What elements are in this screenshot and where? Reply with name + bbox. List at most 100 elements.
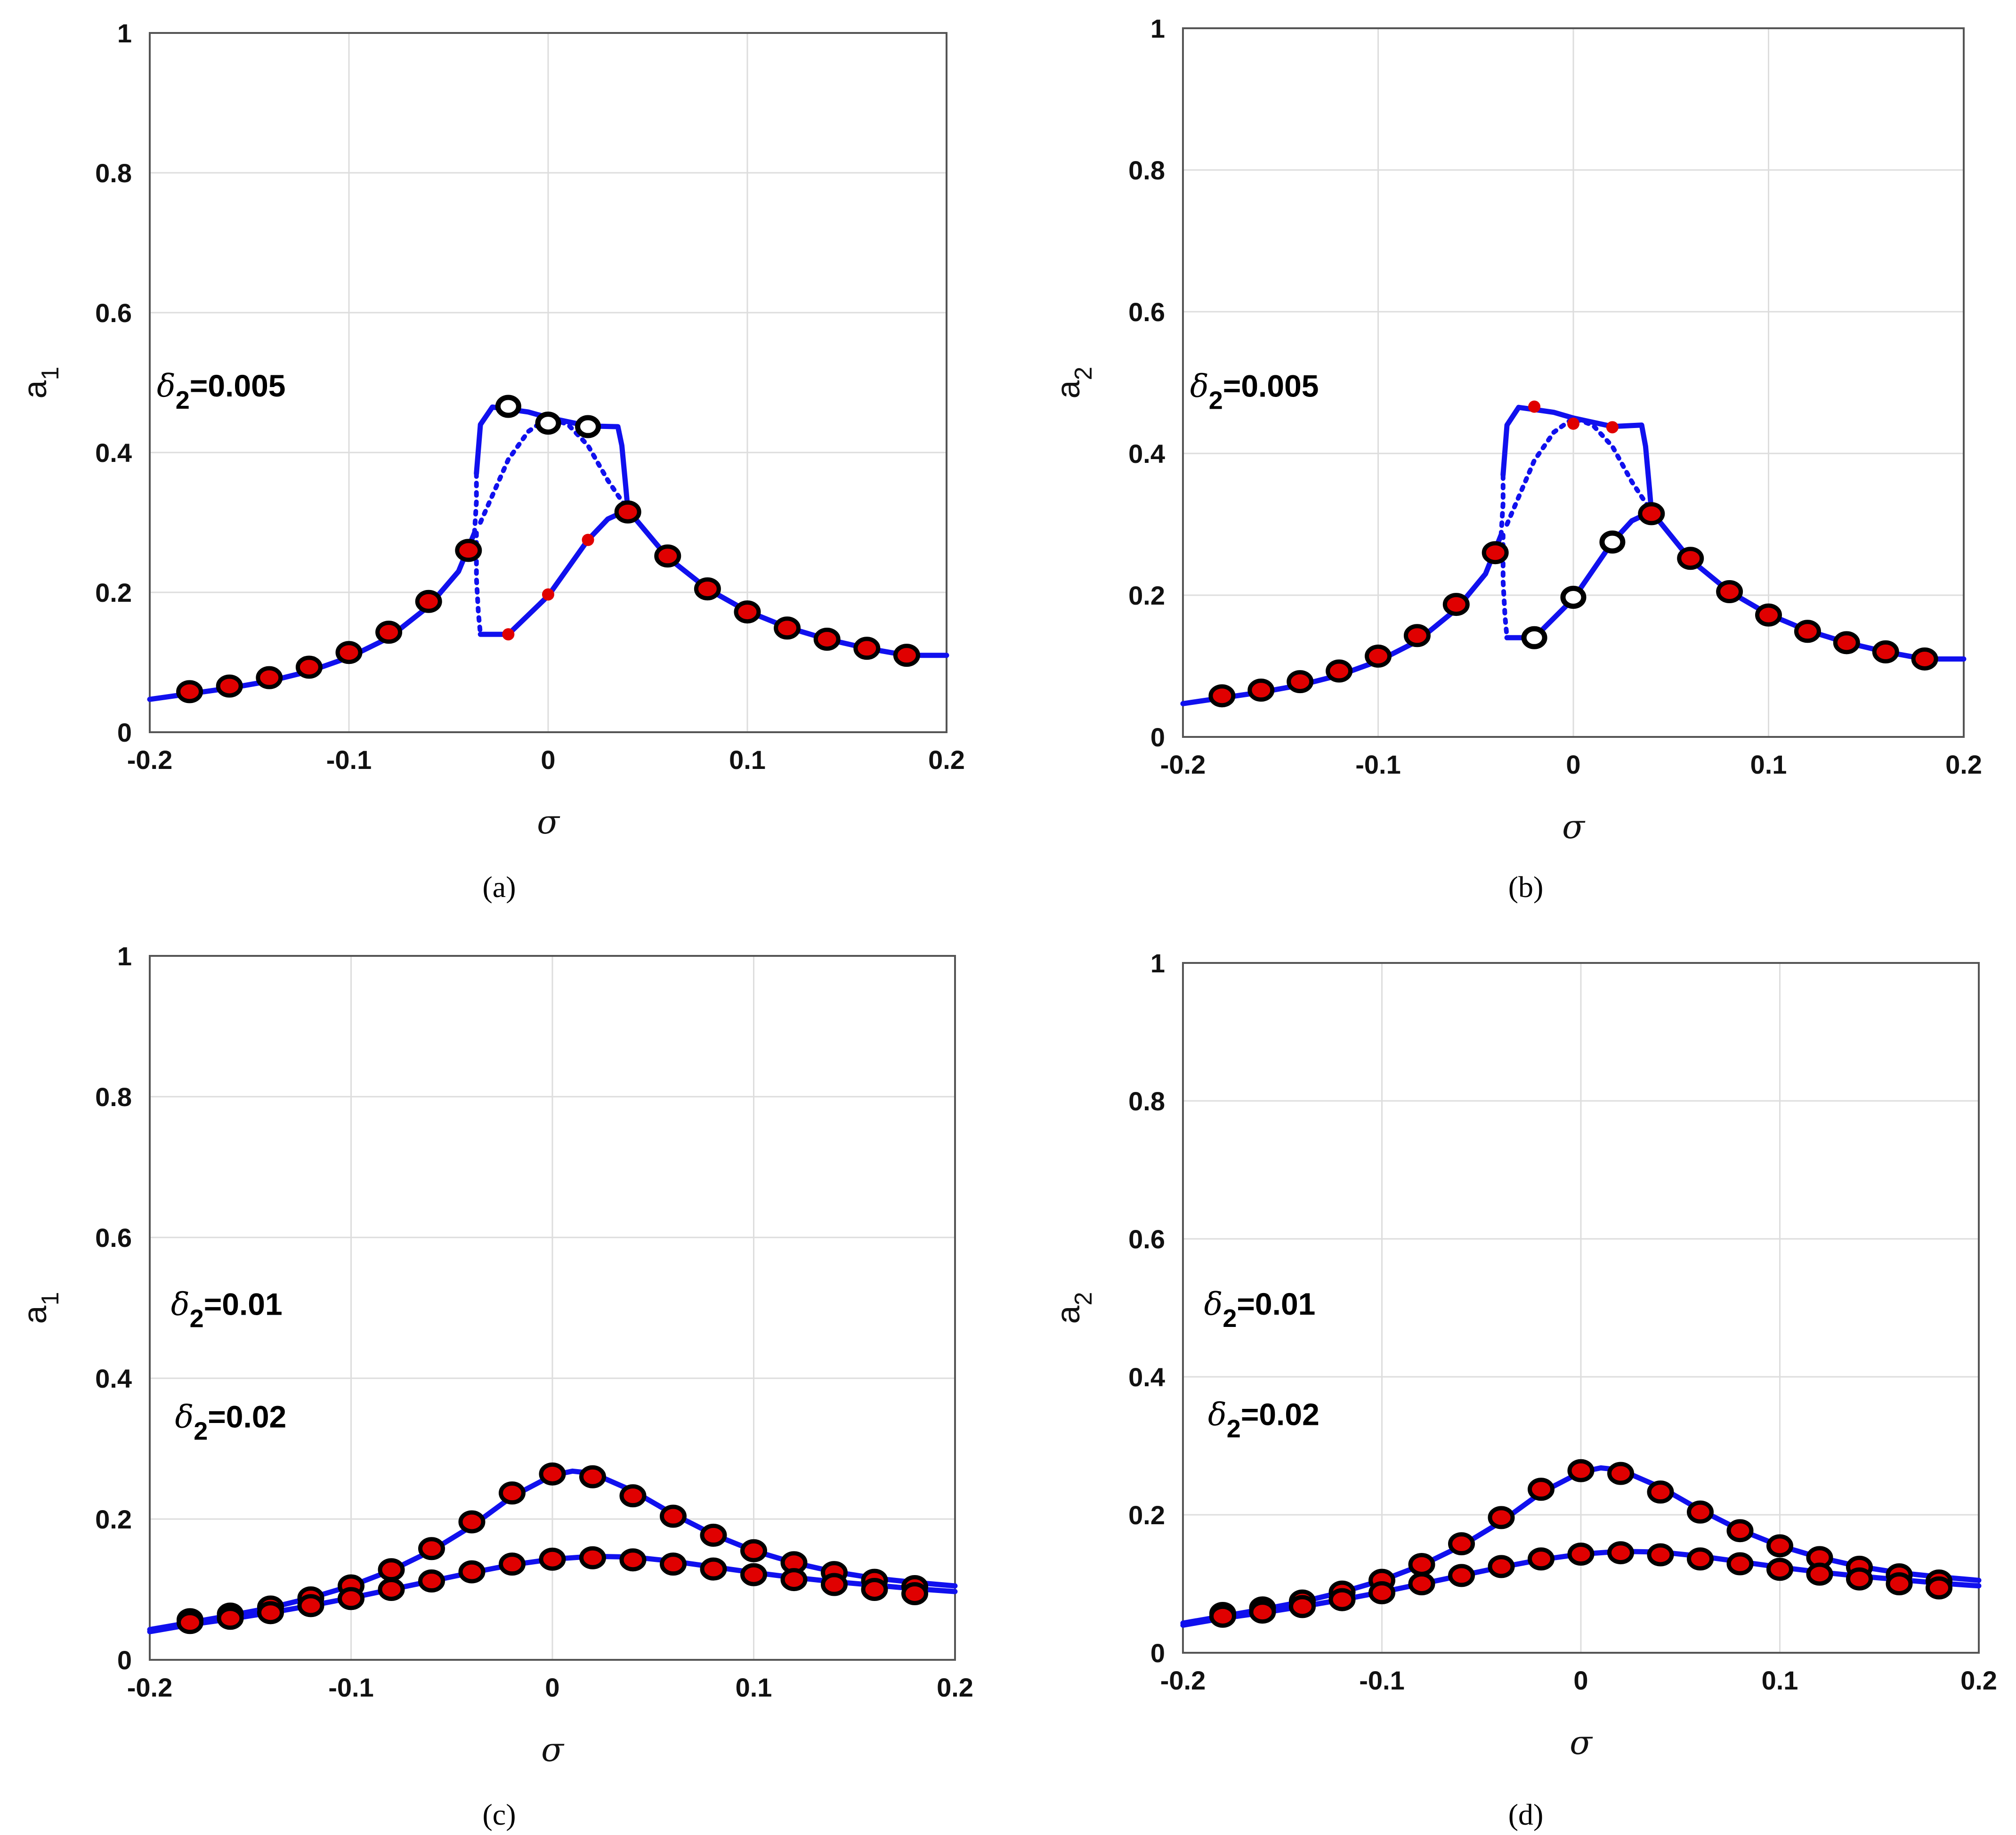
small-data-point — [502, 628, 515, 641]
data-point — [257, 1601, 284, 1625]
data-point — [295, 655, 323, 679]
plot-frame — [149, 32, 947, 733]
annotation-symbol: δ — [1204, 1286, 1223, 1322]
y-tick-label: 0.8 — [95, 158, 132, 188]
x-tick-label: 0.2 — [1960, 1665, 1997, 1695]
data-point — [654, 544, 681, 568]
data-point — [774, 616, 801, 640]
annotation-value: =0.01 — [204, 1286, 283, 1321]
annotation-value: =0.005 — [1223, 369, 1319, 404]
data-point — [734, 600, 761, 624]
x-tick-label: 0.2 — [937, 1673, 973, 1702]
parameter-annotation: δ2=0.01 — [171, 1286, 283, 1333]
series-line — [472, 471, 479, 535]
y-axis-label-subscript: 1 — [37, 367, 64, 380]
y-axis-label-main: a — [1050, 1305, 1086, 1324]
y-tick-label: 1 — [1150, 948, 1165, 978]
series-line — [1180, 532, 1504, 706]
x-tick-label: 0.1 — [1750, 750, 1787, 779]
data-point — [177, 1611, 203, 1634]
annotation-subscript: 2 — [1209, 387, 1223, 415]
data-point — [378, 1578, 405, 1601]
data-point — [1408, 1572, 1435, 1595]
data-point — [217, 1607, 244, 1630]
y-tick-label: 0 — [1150, 1638, 1165, 1668]
annotation-subscript: 2 — [190, 1304, 204, 1333]
data-point — [700, 1557, 727, 1581]
x-tick-label: -0.2 — [1160, 1665, 1206, 1695]
data-point — [1488, 1555, 1515, 1578]
open-data-point — [1560, 586, 1587, 609]
y-tick-label: 0.8 — [95, 1082, 132, 1112]
data-point — [861, 1578, 888, 1601]
data-point — [1567, 1543, 1595, 1566]
small-data-point — [1606, 421, 1619, 434]
data-point — [458, 1560, 486, 1584]
data-point — [813, 627, 841, 651]
y-tick-label: 1 — [1150, 14, 1165, 43]
data-point — [1208, 684, 1236, 708]
y-axis-label-subscript: 1 — [37, 1292, 64, 1306]
y-tick-label: 0.8 — [1128, 155, 1165, 185]
data-point — [853, 637, 881, 660]
x-tick-label: -0.1 — [326, 745, 372, 775]
data-point — [1442, 593, 1470, 616]
panel-label: (a) — [482, 870, 516, 904]
data-point — [1326, 659, 1353, 683]
data-point — [1872, 640, 1899, 663]
data-point — [579, 1546, 606, 1569]
data-point — [1607, 1462, 1634, 1485]
data-point — [1638, 502, 1665, 525]
panel-label: (b) — [1508, 870, 1544, 904]
data-point — [660, 1552, 687, 1576]
open-data-point — [535, 412, 561, 435]
x-axis-label: σ — [1570, 1723, 1593, 1762]
data-point — [1607, 1541, 1634, 1565]
data-point — [893, 644, 920, 667]
y-tick-label: 0 — [117, 718, 132, 747]
data-point — [1726, 1519, 1754, 1543]
data-point — [780, 1568, 808, 1592]
data-point — [901, 1582, 928, 1605]
x-axis-label: σ — [541, 1730, 565, 1769]
x-axis-label: σ — [1562, 808, 1586, 846]
data-point — [1328, 1588, 1356, 1611]
x-tick-label: 0.1 — [1762, 1665, 1798, 1695]
data-point — [1726, 1552, 1754, 1576]
x-tick-label: 0 — [1573, 1665, 1588, 1695]
data-point — [378, 1558, 405, 1582]
data-point — [1755, 603, 1782, 627]
data-point — [1209, 1604, 1236, 1628]
data-point — [1368, 1581, 1395, 1605]
data-point — [614, 500, 641, 524]
y-tick-label: 0 — [117, 1645, 132, 1675]
y-tick-label: 0.6 — [95, 1223, 132, 1253]
x-tick-label: -0.1 — [1355, 750, 1401, 779]
data-point — [216, 674, 243, 698]
open-data-point — [575, 415, 601, 438]
y-tick-label: 0.2 — [1128, 1500, 1165, 1530]
data-point — [619, 1484, 647, 1508]
data-point — [1287, 670, 1314, 694]
annotation-subscript: 2 — [1227, 1415, 1241, 1443]
y-tick-label: 0.6 — [1128, 297, 1165, 327]
y-axis-label-main: a — [16, 1305, 53, 1324]
parameter-annotation: δ2=0.005 — [157, 368, 286, 414]
series-line — [478, 507, 631, 637]
data-point — [338, 1587, 364, 1610]
y-axis-label: a2 — [1050, 1292, 1097, 1324]
data-point — [740, 1539, 767, 1562]
annotation-value: =0.02 — [208, 1399, 286, 1434]
annotation-symbol: δ — [171, 1286, 190, 1322]
data-point — [415, 590, 442, 613]
y-axis-label-main: a — [1050, 380, 1086, 398]
data-point — [1289, 1595, 1316, 1618]
x-tick-label: 0.2 — [1945, 750, 1982, 779]
x-tick-label: 0 — [1566, 750, 1580, 779]
series-line — [1505, 415, 1654, 527]
annotation-value: =0.005 — [190, 368, 286, 403]
data-point — [458, 1510, 486, 1534]
small-data-point — [582, 534, 594, 546]
data-point — [539, 1547, 566, 1571]
